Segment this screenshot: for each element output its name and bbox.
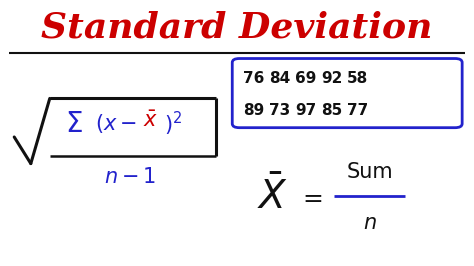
Text: $=$: $=$: [298, 185, 323, 209]
Text: 58: 58: [347, 71, 368, 86]
Text: 76: 76: [243, 71, 264, 86]
Text: 84: 84: [269, 71, 290, 86]
Text: 85: 85: [321, 103, 342, 118]
Text: 97: 97: [295, 103, 316, 118]
Text: $\Sigma$: $\Sigma$: [64, 110, 82, 138]
Text: 77: 77: [347, 103, 368, 118]
Text: 92: 92: [321, 71, 343, 86]
Text: $n-1$: $n-1$: [104, 167, 156, 187]
Text: $)^{2}$: $)^{2}$: [164, 110, 182, 138]
Text: 69: 69: [295, 71, 317, 86]
Text: Standard Deviation: Standard Deviation: [41, 11, 433, 45]
Text: 89: 89: [243, 103, 264, 118]
Text: $(x-$: $(x-$: [95, 112, 137, 135]
Text: Sum: Sum: [346, 161, 393, 182]
FancyBboxPatch shape: [232, 59, 462, 128]
Text: $\bar{X}$: $\bar{X}$: [257, 176, 288, 217]
Text: $\bar{x}$: $\bar{x}$: [143, 111, 158, 131]
Text: 73: 73: [269, 103, 290, 118]
Text: $n$: $n$: [363, 213, 377, 234]
